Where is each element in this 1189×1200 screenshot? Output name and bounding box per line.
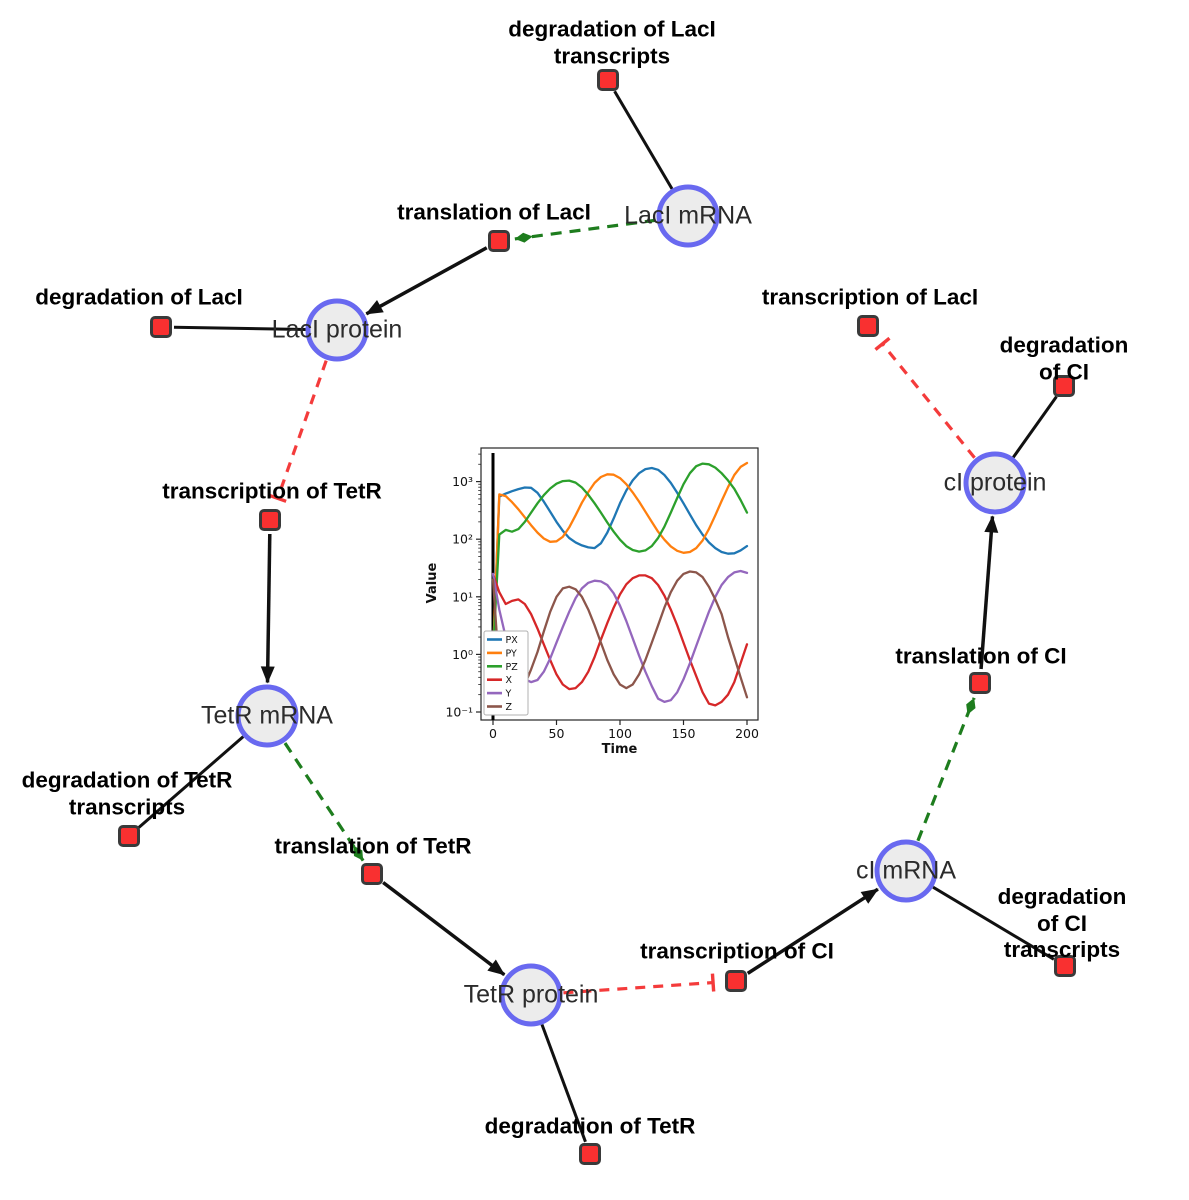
edge-plain-tetr_protein-deg_tetr xyxy=(540,1024,587,1143)
reaction-node-deg_ci_tx[interactable] xyxy=(1054,955,1076,977)
x-axis-label: Time xyxy=(602,742,638,757)
legend-label-Y: Y xyxy=(505,689,512,700)
series-line-X xyxy=(491,572,749,707)
y-tick-label: 10¹ xyxy=(452,589,473,604)
edge-inhibition-tetr_protein-txn_ci xyxy=(563,973,716,995)
legend-label-PX: PX xyxy=(506,635,519,646)
reaction-node-deg_laci_tx[interactable] xyxy=(597,69,619,91)
edge-activation-txn_ci-ci_mrna xyxy=(746,887,879,975)
edge-plain-ci_mrna-deg_ci_tx xyxy=(932,885,1055,961)
reaction-node-txn_tetr[interactable] xyxy=(259,509,281,531)
y-tick-label: 10⁰ xyxy=(452,647,473,662)
reaction-node-transl_tetr[interactable] xyxy=(361,863,383,885)
series-line-PZ xyxy=(491,462,749,656)
legend-label-PY: PY xyxy=(506,648,518,659)
edge-plain-ci_protein-deg_ci xyxy=(1012,395,1058,459)
y-tick-label: 10³ xyxy=(452,474,473,489)
species-node-tetr_protein[interactable] xyxy=(499,963,563,1027)
series-line-PY xyxy=(491,461,749,656)
y-tick-label: 10⁻¹ xyxy=(445,705,473,720)
reaction-node-deg_laci[interactable] xyxy=(150,316,172,338)
reaction-node-transl_ci[interactable] xyxy=(969,672,991,694)
edge-activation-transl_laci-laci_protein xyxy=(365,246,488,316)
reaction-node-txn_laci[interactable] xyxy=(857,315,879,337)
edge-activation-transl_tetr-tetr_protein xyxy=(382,881,506,977)
edge-activation-transl_ci-ci_protein xyxy=(979,515,999,670)
x-tick-label: 150 xyxy=(672,726,696,741)
edge-inhibition-ci_protein-txn_laci xyxy=(874,336,976,459)
reaction-node-transl_laci[interactable] xyxy=(488,230,510,252)
edge-plain-laci_mrna-deg_laci_tx xyxy=(613,90,674,190)
species-node-laci_mrna[interactable] xyxy=(656,184,720,248)
series-line-Z xyxy=(491,570,749,709)
edge-modifier-tetr_mrna-transl_tetr xyxy=(283,742,365,862)
x-tick-label: 50 xyxy=(549,726,565,741)
reaction-node-txn_ci[interactable] xyxy=(725,970,747,992)
legend-label-PZ: PZ xyxy=(506,662,519,673)
edge-plain-laci_protein-deg_laci xyxy=(173,325,306,331)
species-node-ci_protein[interactable] xyxy=(963,451,1027,515)
x-tick-label: 0 xyxy=(489,726,497,741)
reaction-node-deg_ci[interactable] xyxy=(1053,375,1075,397)
legend-label-X: X xyxy=(506,675,513,686)
legend-label-Z: Z xyxy=(506,702,513,713)
edge-inhibition-laci_protein-txn_tetr xyxy=(268,360,328,503)
edge-activation-txn_tetr-tetr_mrna xyxy=(260,533,275,684)
reaction-node-deg_tetr_tx[interactable] xyxy=(118,825,140,847)
species-node-laci_protein[interactable] xyxy=(305,298,369,362)
reaction-node-deg_tetr[interactable] xyxy=(579,1143,601,1165)
series-line-Y xyxy=(491,569,749,704)
edge-modifier-ci_mrna-transl_ci xyxy=(916,697,976,842)
y-tick-label: 10² xyxy=(452,532,473,547)
edge-plain-tetr_mrna-deg_tetr_tx xyxy=(137,735,245,829)
simulation-plot-inset: 10⁻¹ 10⁰ 10¹ 10² 10³ 0 50 100 150 200 Time Value PX P… xyxy=(425,433,775,768)
y-axis-label: Value xyxy=(425,562,440,603)
species-node-tetr_mrna[interactable] xyxy=(235,684,299,748)
x-tick-label: 100 xyxy=(608,726,632,741)
edge-modifier-laci_mrna-transl_laci xyxy=(514,218,656,243)
x-tick-label: 200 xyxy=(735,726,759,741)
species-node-ci_mrna[interactable] xyxy=(874,839,938,903)
